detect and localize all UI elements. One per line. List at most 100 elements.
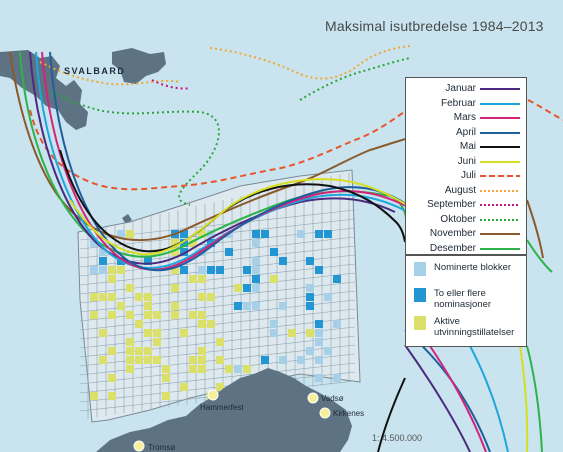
legend-swatch (480, 102, 520, 105)
legend-label: Desember (429, 242, 476, 254)
licence-block (144, 257, 152, 265)
grid-line (79, 245, 356, 277)
licence-block (126, 284, 134, 292)
licence-block (99, 293, 107, 301)
licence-block (108, 311, 116, 319)
licence-block (153, 338, 161, 346)
licence-block (333, 275, 341, 283)
licence-block (243, 365, 251, 373)
legend-swatch (480, 218, 520, 221)
legend-swatch (480, 160, 520, 163)
licence-block (216, 383, 224, 391)
licence-block (234, 365, 242, 373)
legend-label: Juni (457, 155, 476, 167)
licence-block (306, 347, 314, 355)
licence-block (252, 257, 260, 265)
legend-swatch (480, 131, 520, 134)
legend-item-september: September (406, 198, 528, 212)
licence-block (189, 365, 197, 373)
licence-block (162, 365, 170, 373)
licence-block (108, 392, 116, 400)
town-label-tromso: Tromsø (148, 443, 175, 452)
licence-block (126, 338, 134, 346)
line-oktober-2 (299, 57, 411, 101)
licence-block (90, 239, 98, 247)
legend-item-mai: Mai (406, 140, 528, 154)
licence-block (198, 230, 206, 238)
licence-block (198, 365, 206, 373)
licence-block (252, 284, 260, 292)
town-marker-kirkenes (319, 407, 331, 419)
legend-label: Februar (440, 97, 476, 109)
licence-block (315, 338, 323, 346)
licence-block (270, 329, 278, 337)
grid-line (79, 335, 356, 367)
legend-item-oktober: Oktober (406, 213, 528, 227)
licence-block (324, 293, 332, 301)
licence-block (162, 392, 170, 400)
legend-item-juli: Juli (406, 169, 528, 183)
licence-block (252, 266, 260, 274)
town-marker-vadso (307, 392, 319, 404)
licence-block (189, 356, 197, 364)
licence-block (126, 311, 134, 319)
licence-block (198, 248, 206, 256)
towns: Hammerfest Vadsø Kirkenes Tromsø (133, 389, 364, 452)
line-tail-purple (404, 344, 471, 452)
licence-block (180, 230, 188, 238)
licence-block (207, 230, 215, 238)
licence-block (171, 266, 179, 274)
licence-block (153, 311, 161, 319)
block-legend-label: Aktive utvinningstillatelser (434, 316, 515, 338)
map-title: Maksimal isutbredelse 1984–2013 (325, 18, 544, 34)
licence-block (171, 311, 179, 319)
licence-block (279, 302, 287, 310)
svalbard-land-east (112, 48, 166, 84)
licence-block (243, 302, 251, 310)
licence-block (252, 239, 260, 247)
line-januar (29, 51, 396, 265)
licence-block (180, 329, 188, 337)
licence-block (306, 284, 314, 292)
licence-block (117, 230, 125, 238)
licence-block (108, 293, 116, 301)
licence-block (126, 365, 134, 373)
legend-swatch (480, 204, 520, 206)
licence-block (333, 320, 341, 328)
licence-block (207, 266, 215, 274)
legend-item-februar: Februar (406, 97, 528, 111)
licence-block (117, 266, 125, 274)
legend-item-januar: Januar (406, 82, 528, 96)
legend-label: Juli (460, 170, 476, 181)
licence-block (270, 248, 278, 256)
licence-block (198, 320, 206, 328)
licence-block (297, 230, 305, 238)
line-desember-2 (526, 239, 553, 273)
block-legend-swatch (414, 262, 426, 276)
licence-block (171, 284, 179, 292)
licence-block (279, 257, 287, 265)
licence-block (162, 374, 170, 382)
line-tail-yellow (519, 345, 529, 452)
grid-line (79, 263, 356, 295)
licence-block (297, 356, 305, 364)
licence-block (216, 356, 224, 364)
licence-block (315, 230, 323, 238)
licence-block (306, 257, 314, 265)
licence-block (99, 266, 107, 274)
licence-block (153, 356, 161, 364)
legend-item-mars: Mars (406, 111, 528, 125)
licence-block (270, 275, 278, 283)
licence-block (153, 329, 161, 337)
licence-block (225, 365, 233, 373)
licence-block (99, 248, 107, 256)
licence-block (117, 302, 125, 310)
licence-block (324, 347, 332, 355)
legend-label: Mars (453, 112, 476, 123)
licence-block (180, 383, 188, 391)
legend-swatch (480, 189, 520, 192)
coast-islands (120, 408, 202, 446)
line-tail-cyan (469, 345, 509, 452)
licence-block (270, 320, 278, 328)
